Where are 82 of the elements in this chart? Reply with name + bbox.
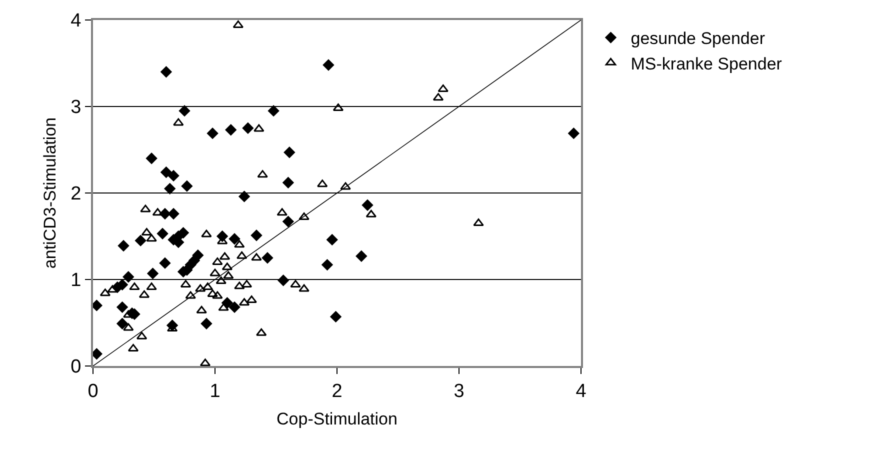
point: [298, 212, 310, 220]
point: [251, 253, 262, 261]
point: [568, 127, 580, 140]
point: [140, 204, 151, 212]
point: [473, 218, 484, 226]
point: [362, 199, 374, 211]
point: [116, 318, 128, 330]
point: [330, 310, 342, 323]
y-tick-label: 2: [70, 184, 82, 205]
x-axis-title: Cop-Stimulation: [276, 410, 398, 429]
point: [156, 228, 168, 240]
point: [122, 271, 134, 283]
point: [212, 291, 223, 299]
point: [118, 240, 130, 252]
point: [210, 268, 220, 276]
point: [277, 274, 290, 286]
point: [200, 318, 212, 330]
point: [160, 66, 172, 78]
point: [146, 234, 157, 242]
point: [201, 230, 212, 238]
point: [181, 180, 193, 192]
y-tick-label: 3: [70, 97, 82, 118]
point: [116, 301, 128, 314]
point: [234, 240, 245, 248]
legend-label: gesunde Spender: [630, 29, 766, 48]
point: [322, 59, 334, 71]
point: [146, 152, 158, 164]
point: [276, 208, 288, 216]
point: [246, 296, 257, 304]
x-tick-label: 1: [210, 380, 220, 402]
point: [228, 233, 240, 245]
point: [340, 182, 351, 190]
point: [356, 250, 368, 262]
y-axis-title: antiCD3-Stimulation: [40, 117, 60, 269]
point: [268, 104, 280, 117]
point: [164, 182, 176, 195]
point: [168, 170, 180, 182]
point: [207, 289, 218, 297]
point: [146, 268, 159, 280]
point: [123, 323, 134, 331]
point: [206, 127, 218, 140]
point: [218, 303, 229, 311]
point: [262, 252, 274, 264]
point: [160, 166, 172, 178]
point: [290, 280, 301, 288]
point: [185, 291, 196, 299]
point: [326, 234, 338, 246]
point: [225, 124, 237, 136]
point: [107, 285, 118, 293]
point: [216, 276, 226, 284]
y-tick-label: 4: [70, 10, 82, 32]
point: [254, 124, 264, 132]
point: [298, 284, 310, 292]
point: [146, 282, 157, 290]
point: [173, 118, 184, 126]
point: [196, 306, 207, 314]
point: [250, 230, 262, 242]
point: [134, 234, 146, 246]
point: [223, 271, 234, 279]
x-tick-label: 3: [454, 380, 464, 402]
x-tick-label: 2: [332, 380, 342, 402]
point: [178, 104, 190, 117]
point: [129, 282, 140, 290]
legend-label: MS-kranke Spender: [630, 54, 782, 74]
point: [238, 190, 250, 202]
y-tick-label: 1: [70, 270, 82, 292]
point: [228, 301, 240, 314]
point: [284, 146, 296, 158]
point: [257, 170, 268, 178]
point: [90, 300, 103, 312]
point: [234, 282, 245, 290]
x-tick-label: 4: [576, 380, 587, 402]
point: [282, 176, 294, 188]
point: [90, 348, 103, 360]
point: [321, 258, 334, 271]
point: [168, 208, 180, 220]
point: [212, 257, 223, 265]
y-tick-label: 0: [70, 356, 82, 378]
point: [242, 122, 254, 134]
point: [159, 257, 171, 269]
x-tick-label: 0: [88, 380, 98, 402]
point: [282, 216, 294, 228]
